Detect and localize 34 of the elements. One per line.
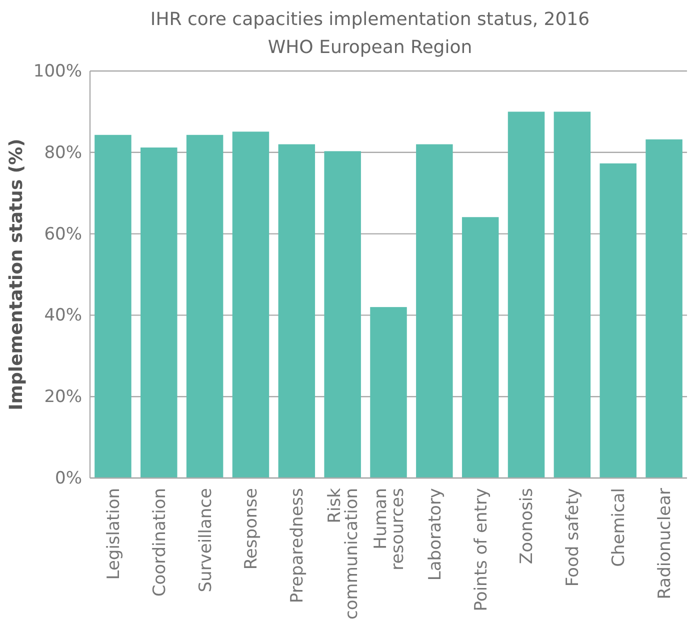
bar <box>554 112 591 478</box>
y-tick-label: 60% <box>44 224 82 244</box>
bar <box>600 163 636 478</box>
y-tick-label: 40% <box>44 306 82 326</box>
bar <box>508 112 545 478</box>
chart-title: IHR core capacities implementation status, 2016 <box>150 9 590 30</box>
bar <box>186 134 224 478</box>
x-tick-label: Coordination <box>150 488 170 597</box>
bar <box>462 217 499 478</box>
y-tick-label: 100% <box>33 61 82 82</box>
bar <box>370 307 407 478</box>
x-tick-label: Laboratory <box>425 488 446 581</box>
x-tick-label: Surveillance <box>196 488 216 592</box>
chart-subtitle: WHO European Region <box>268 37 472 58</box>
x-tick-label: Points of entry <box>471 488 492 612</box>
x-tick-label: Food safety <box>563 488 584 587</box>
x-tick-label: Zoonosis <box>517 488 538 564</box>
x-tick-label: Chemical <box>609 488 630 567</box>
x-tick-label: Risk communication <box>325 488 362 620</box>
bar <box>140 148 178 478</box>
bar <box>646 139 682 478</box>
y-axis-title: Implementation status (%) <box>6 138 27 410</box>
y-tick-label: 80% <box>44 142 82 163</box>
bar <box>324 151 361 478</box>
y-tick-label: 0% <box>55 468 82 488</box>
bar <box>416 144 453 478</box>
y-tick-label: 20% <box>44 387 82 408</box>
x-tick-label: Response <box>242 488 262 570</box>
x-tick-label: Radionuclear <box>654 488 675 600</box>
x-tick-label: Legislation <box>104 488 124 580</box>
x-tick-label: Preparedness <box>288 488 308 604</box>
bar <box>278 144 316 478</box>
bar <box>232 132 270 478</box>
bar <box>94 134 132 478</box>
